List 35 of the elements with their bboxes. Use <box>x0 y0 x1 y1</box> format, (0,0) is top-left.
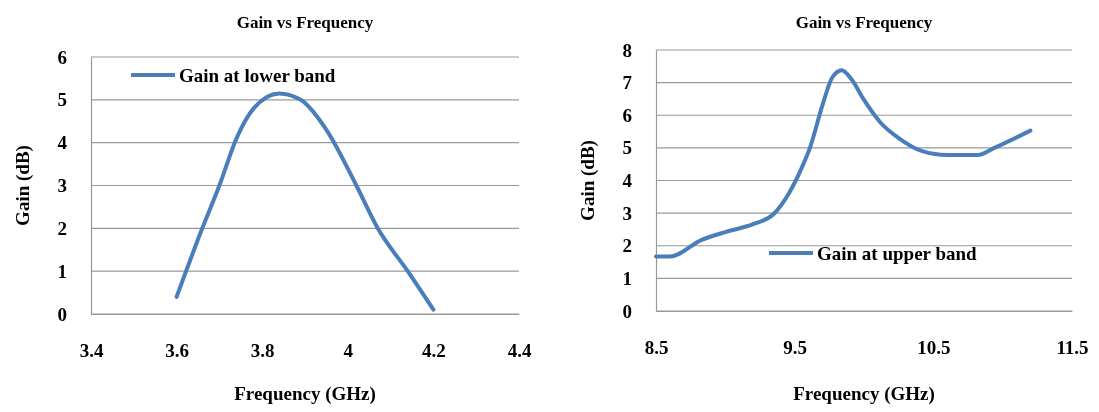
x-tick-label: 3.8 <box>250 340 275 362</box>
y-tick-label: 0 <box>57 303 67 325</box>
x-tick-label: 10.5 <box>917 337 951 359</box>
y-tick-label: 3 <box>57 175 67 197</box>
x-tick-label: 9.5 <box>783 337 808 359</box>
y-axis-title: Gain (dB) <box>577 140 599 221</box>
x-tick-label: 8.5 <box>644 337 669 359</box>
y-tick-label: 1 <box>57 260 67 282</box>
y-tick-label: 4 <box>622 170 633 192</box>
y-tick-label: 2 <box>57 217 67 239</box>
x-tick-label: 3.6 <box>165 340 189 362</box>
y-tick-label: 8 <box>622 39 632 61</box>
legend-label: Gain at lower band <box>179 64 336 86</box>
line-series <box>174 91 436 312</box>
x-tick-label: 3.4 <box>79 340 104 362</box>
y-tick-label: 7 <box>622 72 633 94</box>
y-tick-label: 5 <box>57 89 67 111</box>
y-tick-label: 0 <box>622 300 632 322</box>
legend-label: Gain at upper band <box>817 242 978 264</box>
x-tick-label: 4 <box>343 340 354 362</box>
x-axis-title: Frequency (GHz) <box>793 383 935 405</box>
y-tick-label: 6 <box>622 104 632 126</box>
y-axis-title: Gain (dB) <box>12 145 34 226</box>
y-tick-label: 4 <box>57 132 68 154</box>
chart-title: Gain vs Frequency <box>236 13 374 32</box>
x-tick-label: 11.5 <box>1056 337 1089 359</box>
y-tick-label: 6 <box>57 46 67 68</box>
x-tick-label: 4.4 <box>507 340 532 362</box>
y-tick-label: 2 <box>622 235 632 257</box>
chart-title: Gain vs Frequency <box>795 13 933 32</box>
y-tick-label: 5 <box>622 137 632 159</box>
x-axis-title: Frequency (GHz) <box>234 383 376 405</box>
y-tick-label: 1 <box>622 267 632 289</box>
x-tick-label: 4.2 <box>422 340 446 362</box>
y-tick-label: 3 <box>622 202 632 224</box>
